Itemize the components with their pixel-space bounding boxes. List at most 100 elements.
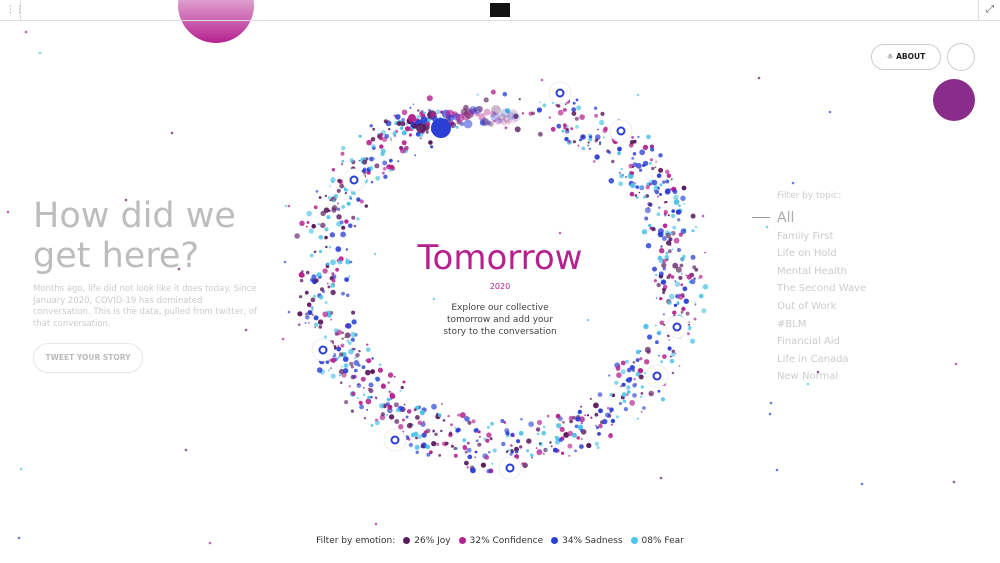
particle [648,223,652,228]
cursor-node[interactable] [431,118,451,138]
fullscreen-icon[interactable]: ⤢ [978,0,1000,20]
particle [630,171,634,175]
particle [550,126,556,132]
particle [669,355,672,358]
story-node[interactable] [645,364,669,388]
particle [379,132,383,137]
particle [341,337,344,340]
topic[interactable]: Life in Canada [777,353,849,365]
particle [414,444,420,450]
particle [508,109,518,119]
particle [299,220,305,226]
story-node[interactable] [665,315,689,339]
particle [413,408,417,412]
tweet-button[interactable]: TWEET YOUR STORY [33,343,143,373]
particle [382,160,388,166]
topic[interactable]: New Normal [777,371,839,383]
about-button[interactable]: ☼ ABOUT [871,44,941,70]
story-node[interactable] [548,81,572,105]
particle [597,392,603,397]
particle [329,185,332,188]
particle [466,466,469,469]
particle [378,363,382,366]
emotion-filter: Filter by emotion: 26% Joy 32% Confidence 3… [0,536,1000,546]
topic[interactable]: Life on Hold [777,248,837,260]
particle [474,106,482,114]
story-node[interactable] [609,119,633,143]
particle [567,140,571,143]
particle [575,124,579,129]
particle [637,368,644,374]
particle [437,413,442,418]
particle [665,251,669,255]
particle [449,121,457,129]
particle [484,455,490,460]
logo[interactable] [490,3,510,17]
particle [674,280,677,282]
story-node[interactable] [342,168,366,192]
particle [486,432,492,438]
particle [632,361,636,364]
particle [379,136,383,141]
particle [645,243,652,249]
particle [366,343,369,346]
particle [556,123,562,129]
particle [562,123,567,128]
particle [623,407,629,412]
story-node-dot [672,322,682,332]
particle [608,178,615,184]
particle [690,279,696,285]
particle [314,326,316,329]
particle [374,522,378,526]
story-node[interactable] [498,456,522,480]
particle [345,257,348,260]
story-node[interactable] [383,428,407,452]
particle [580,422,583,425]
particle [680,293,685,297]
topic[interactable]: Financial Aid [777,336,840,348]
particle [408,114,416,122]
particle [671,248,674,251]
particle [657,228,664,235]
particle [488,121,494,127]
topic[interactable]: All [777,210,795,226]
sound-button[interactable] [947,43,975,71]
particle [346,201,351,206]
particle [425,444,429,447]
topic[interactable]: The Second Wave [777,283,867,295]
menu-icon[interactable]: ⋮⋮ [6,5,24,15]
particle [170,131,174,135]
emotion-option[interactable]: 32% Confidence [458,536,543,546]
particle [363,167,367,171]
emotion-option[interactable]: 34% Sadness [551,536,623,546]
particle [626,393,629,397]
particle [467,420,472,425]
topic[interactable]: Family First [777,230,834,242]
emotion-option[interactable]: 26% Joy [403,536,451,546]
particle [552,447,558,453]
particle [618,401,623,406]
particle [673,199,680,206]
particle [667,214,670,217]
story-node[interactable] [311,338,335,362]
particle [341,291,345,296]
particle [498,113,506,121]
particle [576,105,582,111]
particle [654,324,657,327]
particle [328,245,332,249]
particle [281,337,285,341]
particle [393,402,399,408]
particle [632,139,637,144]
particle [625,379,628,382]
topic[interactable]: #BLM [777,318,807,330]
particle [595,424,598,427]
particle [656,330,662,336]
particle [586,442,592,449]
topic[interactable]: Mental Health [777,265,847,277]
topic[interactable]: Out of Work [777,300,837,312]
particle [299,278,304,283]
particle [650,144,654,149]
particle [659,297,663,301]
particle [505,431,510,436]
emotion-option[interactable]: 08% Fear [630,536,684,546]
